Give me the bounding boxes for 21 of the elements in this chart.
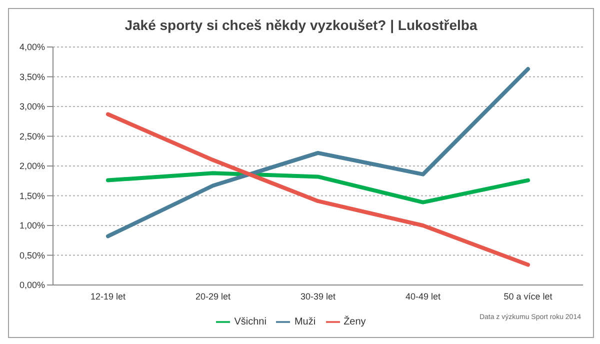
line-series (106, 67, 530, 238)
legend-label: Ženy (344, 316, 366, 328)
x-tick-label: 20-29 let (195, 291, 232, 302)
legend-label: Všichni (234, 316, 266, 328)
legend-label: Muži (294, 316, 316, 328)
y-tick-label: 4,00% (19, 42, 45, 52)
chart-title: Jaké sporty si chceš někdy vyzkoušet? | Lukostřelba (124, 17, 478, 33)
y-tick-label: 2,50% (19, 131, 45, 142)
line-series (106, 112, 530, 267)
x-tick-label: 50 a více let (504, 291, 553, 302)
y-tick-label: 2,00% (19, 161, 45, 172)
y-tick-label: 0,00% (19, 280, 45, 290)
x-tick-label: 12-19 let (90, 291, 126, 302)
y-tick-label: 3,50% (19, 72, 45, 82)
x-tick-label: 40-49 let (405, 291, 442, 302)
y-tick-label: 1,00% (19, 220, 45, 231)
y-tick-label: 3,00% (19, 102, 45, 112)
line-series (106, 171, 530, 204)
y-tick-label: 0,50% (19, 250, 45, 260)
x-tick-label: 30-39 let (300, 291, 336, 302)
y-tick-label: 1,50% (19, 190, 45, 201)
